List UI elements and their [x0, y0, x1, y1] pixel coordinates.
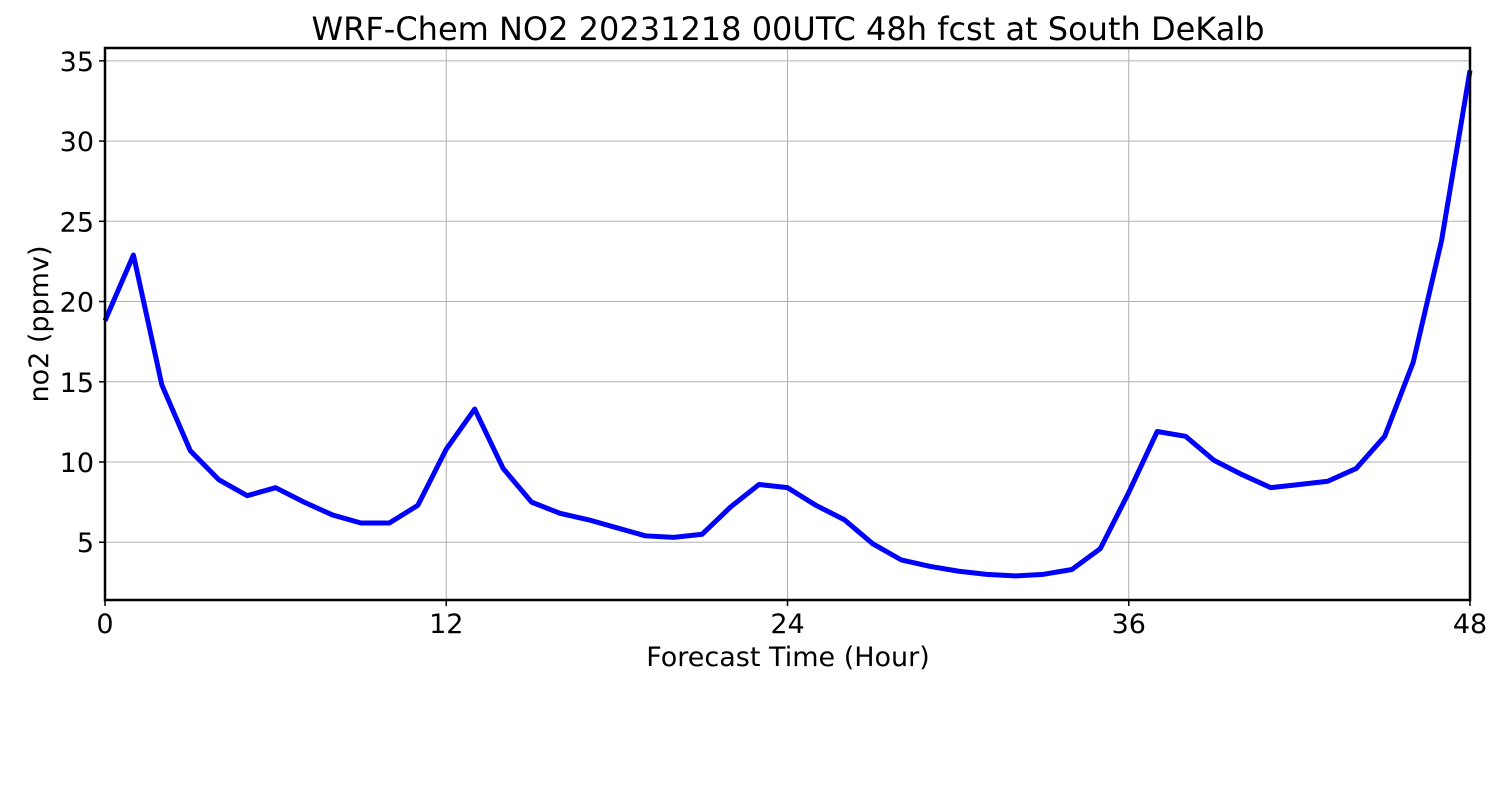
- y-tick-label: 5: [77, 528, 94, 559]
- chart-title: WRF-Chem NO2 20231218 00UTC 48h fcst at …: [312, 10, 1265, 48]
- series-line-0: [102, 70, 1473, 579]
- series-layer: [102, 70, 1473, 579]
- x-tick-label: 36: [1112, 609, 1146, 640]
- y-axis-label: no2 (ppmv): [24, 245, 55, 402]
- x-tick-label: 0: [96, 609, 113, 640]
- y-tick-label: 15: [60, 368, 94, 399]
- y-tick-label: 25: [60, 207, 94, 238]
- grid-lines: [104, 48, 1471, 600]
- x-axis-label: Forecast Time (Hour): [646, 642, 930, 673]
- y-tick-label: 20: [60, 288, 94, 319]
- y-tick-label: 10: [60, 448, 94, 479]
- x-tick-label: 12: [429, 609, 463, 640]
- axis-ticks: 0 12 24 36 48 5 10 15 20 25 30 35: [60, 47, 1488, 640]
- x-tick-label: 24: [770, 609, 804, 640]
- y-tick-label: 30: [60, 127, 94, 158]
- y-tick-label: 35: [60, 47, 94, 78]
- x-tick-label: 48: [1453, 609, 1487, 640]
